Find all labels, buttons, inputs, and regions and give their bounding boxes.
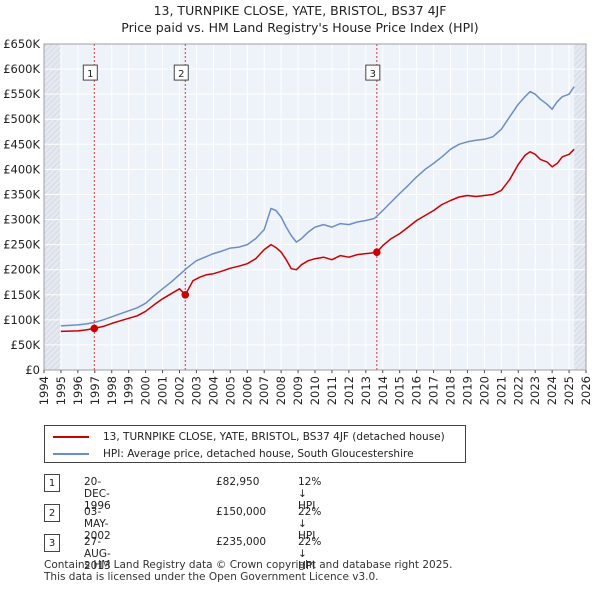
x-tick-label: 1997 <box>88 376 102 405</box>
chart-subtitle: Price paid vs. HM Land Registry's House … <box>121 20 479 35</box>
sale-date: 27-AUG-2013 <box>84 536 111 572</box>
y-tick-label: £150K <box>3 288 40 302</box>
x-tick-label: 2000 <box>139 376 153 405</box>
y-tick-label: £0 <box>25 363 40 377</box>
price-chart: £0 £50K £100K £150K £200K £250K £300K £350K £400… <box>3 37 593 405</box>
x-tick-label: 2011 <box>325 376 339 405</box>
sale-marker-box <box>173 64 189 81</box>
sale-price: £82,950 <box>216 476 260 488</box>
y-tick-label: £450K <box>3 137 40 151</box>
x-tick-label: 2005 <box>223 376 237 405</box>
y-tick-label: £650K <box>3 37 40 51</box>
y-tick-label: £300K <box>3 213 40 227</box>
legend-label-hpi: HPI: Average price, detached house, Sout… <box>103 448 414 460</box>
x-tick-label: 2020 <box>477 376 491 405</box>
y-tick-label: £250K <box>3 238 40 252</box>
x-tick-label: 2019 <box>460 376 474 405</box>
x-tick-label: 2006 <box>240 376 254 405</box>
sale-marker-label: 2 <box>178 69 184 80</box>
x-tick-label: 1994 <box>37 376 51 405</box>
x-tick-label: 2008 <box>274 376 288 405</box>
x-tick-label: 2021 <box>494 376 508 405</box>
x-tick-label: 2003 <box>189 376 203 405</box>
x-tick-label: 2015 <box>393 376 407 405</box>
y-tick-label: £550K <box>3 87 40 101</box>
x-tick-label: 2018 <box>444 376 458 405</box>
shade-range <box>44 44 61 370</box>
x-tick-label: 2016 <box>410 376 424 405</box>
footer: Contains HM Land Registry data © Crown c… <box>44 559 452 583</box>
legend-swatch-property <box>53 436 89 438</box>
footer-licence: This data is licensed under the Open Gov… <box>44 571 379 583</box>
legend-item-property: 13, TURNPIKE CLOSE, YATE, BRISTOL, BS37 … <box>53 429 445 445</box>
series-line-property <box>60 148 575 333</box>
legend-label-property: 13, TURNPIKE CLOSE, YATE, BRISTOL, BS37 … <box>103 431 445 443</box>
x-tick-label: 2007 <box>257 376 271 405</box>
y-tick-label: £200K <box>3 263 40 277</box>
footer-copyright: Contains HM Land Registry data © Crown c… <box>44 559 453 571</box>
x-tick-label: 2014 <box>376 376 390 405</box>
x-tick-label: 2026 <box>579 376 593 405</box>
sale-hpi-diff: 22% ↓ HPI <box>298 536 322 572</box>
y-tick-label: £50K <box>11 338 41 352</box>
sale-price: £235,000 <box>216 536 267 548</box>
x-tick-label: 2013 <box>359 376 373 405</box>
legend: 13, TURNPIKE CLOSE, YATE, BRISTOL, BS37 … <box>44 425 466 463</box>
sale-marker-box <box>82 64 98 81</box>
x-tick-label: 2023 <box>528 376 542 405</box>
sale-point <box>373 248 381 256</box>
sale-hpi-diff: 12% ↓ HPI <box>298 476 322 512</box>
y-tick-label: £100K <box>3 313 40 327</box>
x-tick-label: 2012 <box>342 376 356 405</box>
x-tick-label: 2001 <box>156 376 170 405</box>
sale-number-badge: 1 <box>44 474 60 492</box>
sale-hpi-diff: 22% ↓ HPI <box>298 506 322 542</box>
sale-marker-box <box>365 64 381 81</box>
y-tick-label: £500K <box>3 112 40 126</box>
y-tick-label: £400K <box>3 162 40 176</box>
x-tick-label: 1995 <box>54 376 68 405</box>
series-line-hpi <box>60 86 575 327</box>
sale-marker-label: 3 <box>370 69 376 80</box>
y-tick-label: £350K <box>3 187 40 201</box>
x-tick-label: 2004 <box>206 376 220 405</box>
sale-point <box>90 324 99 333</box>
x-tick-label: 2010 <box>308 376 322 405</box>
x-tick-label: 2009 <box>291 376 305 405</box>
x-tick-label: 1998 <box>105 376 119 405</box>
sale-price: £150,000 <box>216 506 267 518</box>
x-tick-label: 2025 <box>562 376 576 405</box>
x-tick-label: 2017 <box>427 376 441 405</box>
y-tick-label: £600K <box>3 62 40 76</box>
x-tick-label: 2024 <box>545 376 559 405</box>
legend-item-hpi: HPI: Average price, detached house, Sout… <box>53 446 414 462</box>
sale-marker-label: 1 <box>87 69 93 80</box>
sale-date: 20-DEC-1996 <box>84 476 111 512</box>
plot-frame <box>43 43 587 371</box>
sale-date: 03-MAY-2002 <box>84 506 111 542</box>
x-tick-label: 1996 <box>71 376 85 405</box>
sale-number-badge: 2 <box>44 504 60 522</box>
sale-number-badge: 3 <box>44 534 60 552</box>
x-tick-label: 2022 <box>511 376 525 405</box>
chart-title: 13, TURNPIKE CLOSE, YATE, BRISTOL, BS37 … <box>153 3 447 18</box>
x-tick-label: 2002 <box>173 376 187 405</box>
x-tick-label: 1999 <box>122 376 136 405</box>
legend-swatch-hpi <box>53 453 89 455</box>
sale-point <box>181 290 190 299</box>
shade-range <box>574 44 586 370</box>
